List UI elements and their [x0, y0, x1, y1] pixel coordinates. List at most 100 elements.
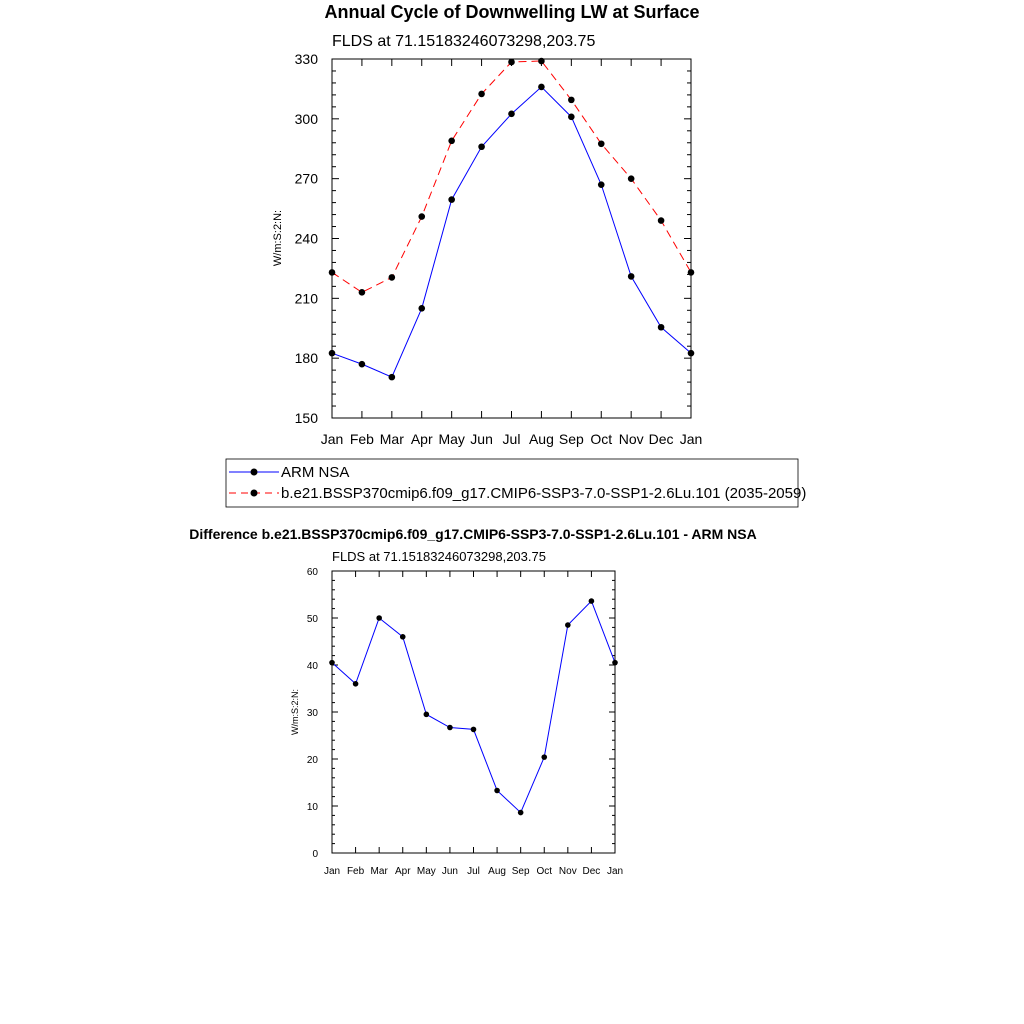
legend: ARM NSA b.e21.BSSP370cmip6.f09_g17.CMIP6…: [225, 458, 806, 508]
legend-marker-arm-nsa: [250, 468, 258, 476]
series-line-0: [331, 86, 692, 378]
main-y-tick-labels: 150 180 210 240 270 300 330: [295, 51, 319, 426]
data-point: [541, 754, 548, 760]
x-tick-label: Nov: [559, 866, 577, 877]
y-tick-label: 10: [307, 802, 319, 813]
data-point: [418, 305, 426, 312]
y-tick-label: 240: [295, 231, 319, 247]
data-point: [687, 349, 695, 357]
main-x-tick-labels: Jan Feb Mar Apr May Jun Jul Aug Sep Oct Nov Dec Jan: [321, 431, 703, 447]
data-point: [352, 681, 359, 687]
data-point: [517, 809, 524, 816]
x-tick-label: Feb: [350, 431, 374, 447]
data-point: [418, 213, 426, 220]
x-tick-label: Jan: [324, 866, 340, 877]
x-tick-label: Jan: [321, 431, 344, 447]
difference-chart-ylabel: W/m:S:2:N:: [290, 689, 300, 735]
data-point: [388, 373, 396, 381]
main-chart-ylabel: W/m:S:2:N:: [272, 210, 284, 266]
x-tick-label: Sep: [512, 866, 530, 877]
data-point: [358, 289, 366, 296]
data-point: [478, 90, 485, 98]
data-point: [494, 787, 500, 794]
x-tick-label: Oct: [590, 431, 612, 447]
data-point: [423, 711, 430, 718]
data-point: [568, 96, 575, 104]
legend-marker-model: [250, 489, 258, 497]
data-point: [538, 57, 545, 65]
data-point: [329, 659, 335, 666]
x-tick-label: May: [417, 866, 436, 877]
difference-plot-frame: [331, 570, 616, 854]
x-tick-label: Jul: [467, 866, 480, 877]
y-tick-label: 40: [307, 661, 319, 672]
data-point: [657, 323, 665, 331]
data-point: [597, 181, 605, 188]
difference-axis-ticks: [331, 570, 616, 854]
y-tick-label: 0: [312, 849, 318, 860]
x-tick-label: Jul: [503, 431, 521, 447]
x-tick-label: Jun: [442, 866, 458, 877]
x-tick-label: Mar: [380, 431, 404, 447]
y-tick-label: 20: [307, 755, 319, 766]
x-tick-label: Jan: [607, 866, 623, 877]
difference-chart-title: Difference b.e21.BSSP370cmip6.f09_g17.CM…: [189, 526, 756, 542]
data-point: [508, 58, 515, 66]
x-tick-label: Jan: [680, 431, 703, 447]
difference-x-tick-labels: Jan Feb Mar Apr May Jun Jul Aug Sep Oct Nov Dec Jan: [324, 866, 623, 877]
data-point: [358, 360, 366, 368]
difference-y-tick-labels: 0 10 20 30 40 50 60: [307, 567, 319, 860]
data-point: [328, 349, 336, 357]
y-tick-label: 270: [295, 171, 319, 187]
y-tick-label: 210: [295, 290, 319, 306]
x-tick-label: Mar: [371, 866, 389, 877]
main-series-group: [328, 57, 695, 381]
x-tick-label: May: [438, 431, 464, 447]
x-tick-label: Apr: [395, 866, 411, 877]
series-line-0: [331, 600, 616, 814]
x-tick-label: Apr: [411, 431, 433, 447]
x-tick-label: Aug: [529, 431, 554, 447]
data-point: [399, 634, 406, 640]
data-point: [627, 273, 635, 280]
data-point: [568, 113, 575, 121]
data-point: [447, 724, 453, 731]
main-chart-subtitle: FLDS at 71.15183246073298,203.75: [332, 33, 595, 50]
x-tick-label: Nov: [619, 431, 644, 447]
y-tick-label: 330: [295, 51, 319, 67]
data-point: [627, 175, 635, 182]
data-point: [588, 598, 595, 604]
x-tick-label: Oct: [536, 866, 552, 877]
data-point: [687, 269, 695, 276]
y-tick-label: 180: [295, 350, 319, 366]
annual-cycle-chart: Annual Cycle of Downwelling LW at Surfac…: [272, 2, 702, 447]
data-point: [612, 659, 618, 666]
data-point: [448, 137, 455, 145]
data-point: [538, 83, 545, 91]
data-point: [597, 140, 605, 148]
main-chart-title: Annual Cycle of Downwelling LW at Surfac…: [324, 2, 699, 22]
y-tick-label: 30: [307, 708, 319, 719]
data-point: [448, 196, 455, 203]
difference-chart-subtitle: FLDS at 71.15183246073298,203.75: [332, 549, 546, 564]
x-tick-label: Jun: [470, 431, 493, 447]
difference-chart: Difference b.e21.BSSP370cmip6.f09_g17.CM…: [189, 526, 756, 877]
data-point: [508, 110, 515, 118]
data-point: [328, 269, 336, 276]
y-tick-label: 60: [307, 567, 319, 578]
legend-box: [225, 458, 799, 508]
y-tick-label: 150: [295, 410, 319, 426]
series-line-1: [331, 60, 692, 293]
data-point: [565, 622, 571, 628]
x-tick-label: Dec: [649, 431, 674, 447]
legend-label-arm-nsa: ARM NSA: [281, 464, 349, 481]
data-point: [470, 726, 477, 733]
y-tick-label: 300: [295, 111, 319, 127]
x-tick-label: Sep: [559, 431, 584, 447]
y-tick-label: 50: [307, 614, 319, 625]
difference-series-group: [329, 598, 618, 816]
data-point: [657, 217, 665, 224]
legend-label-model: b.e21.BSSP370cmip6.f09_g17.CMIP6-SSP3-7.…: [281, 485, 806, 502]
x-tick-label: Dec: [583, 866, 601, 877]
